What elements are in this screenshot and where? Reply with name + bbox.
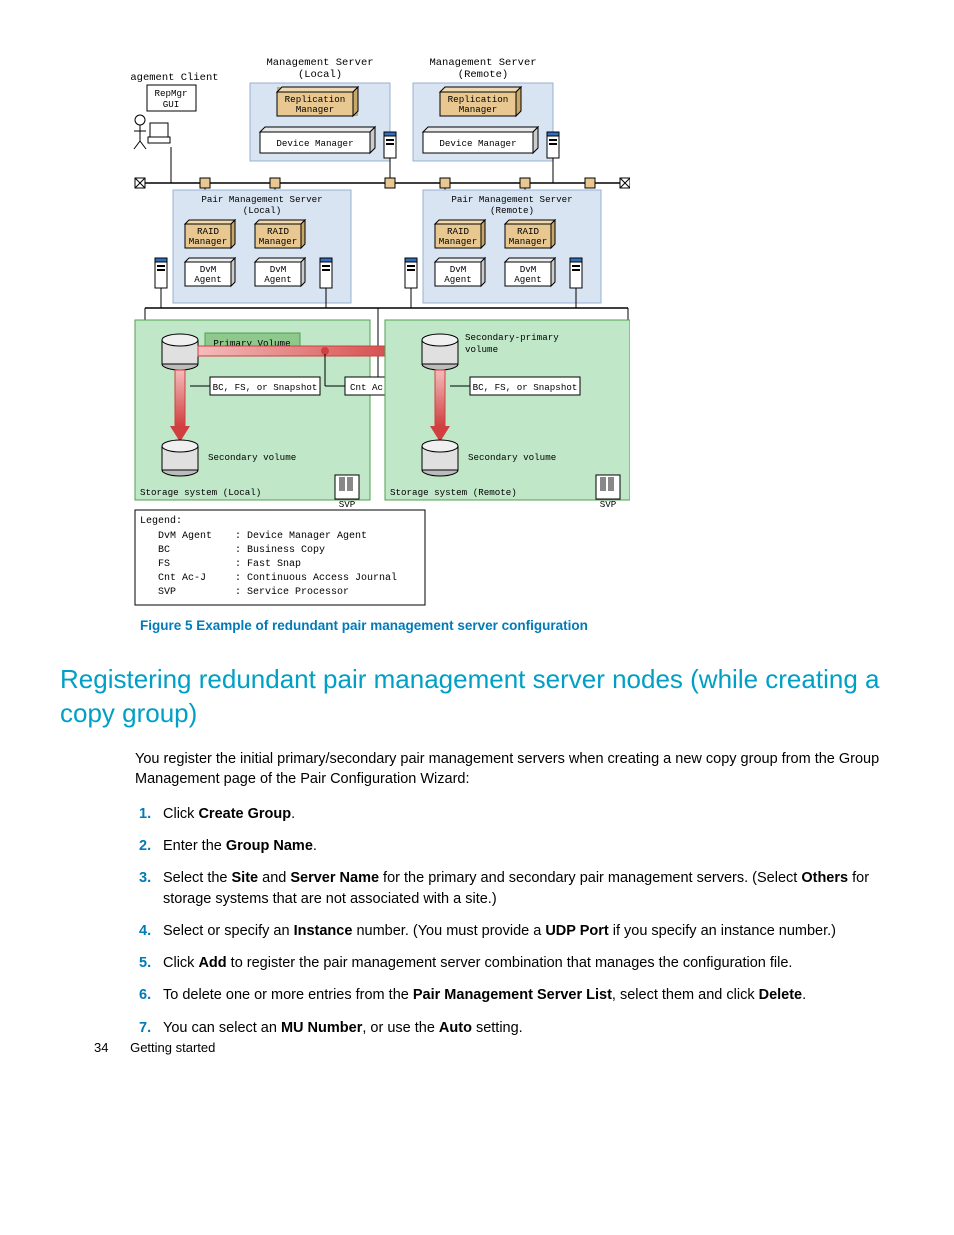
page-footer: 34 Getting started — [94, 1040, 215, 1055]
svg-text:Pair Management Server: Pair Management Server — [201, 194, 322, 205]
svg-text:DvM Agent: DvM Agent — [158, 531, 212, 542]
svg-text:SVP: SVP — [600, 499, 617, 510]
step-2: 2.Enter the Group Name. — [163, 836, 894, 856]
svg-text:BC, FS, or Snapshot: BC, FS, or Snapshot — [473, 382, 578, 393]
svg-text:Pair Management Server: Pair Management Server — [451, 194, 572, 205]
svg-text:Secondary volume: Secondary volume — [208, 452, 296, 463]
svg-text:Manager: Manager — [189, 236, 228, 247]
box-replication-manager-remote: Replication Manager — [440, 87, 521, 116]
svg-text:(Remote): (Remote) — [490, 205, 534, 216]
svg-text:Manager: Manager — [259, 236, 298, 247]
svg-text:(Local): (Local) — [243, 205, 282, 216]
cylinder-secondary-volume-local — [162, 440, 198, 476]
step-7: 7.You can select an MU Number, or use th… — [163, 1018, 894, 1038]
svg-text:: Business Copy: : Business Copy — [235, 544, 325, 556]
svg-text:: Service Processor: : Service Processor — [235, 586, 349, 598]
svg-text:Cnt Ac-J: Cnt Ac-J — [158, 573, 206, 584]
box-device-manager-local: Device Manager — [260, 127, 375, 153]
steps-list: 1.Click Create Group. 2.Enter the Group … — [135, 804, 894, 1038]
box-dvm-agent-local-1: DvM Agent — [185, 258, 235, 286]
label-mgmt-server-local-1: Management Server — [266, 57, 373, 69]
svg-text:FS: FS — [158, 559, 170, 570]
svg-text:Manager: Manager — [296, 104, 335, 115]
svg-text:GUI: GUI — [163, 99, 180, 110]
svg-text:Storage system (Local): Storage system (Local) — [140, 487, 261, 498]
svg-text:Manager: Manager — [459, 104, 498, 115]
svg-text:RepMgr: RepMgr — [154, 88, 187, 99]
svg-text:BC: BC — [158, 545, 170, 556]
user-icon — [134, 115, 170, 149]
svg-text:Agent: Agent — [444, 274, 472, 285]
svg-text:Legend:: Legend: — [140, 515, 182, 527]
label-mgmt-client: Management Client — [130, 72, 219, 84]
architecture-diagram: Management Client Management Server (Loc… — [130, 50, 630, 608]
step-5: 5.Click Add to register the pair managem… — [163, 953, 894, 973]
intro-paragraph: You register the initial primary/seconda… — [135, 749, 894, 790]
step-3: 3.Select the Site and Server Name for th… — [163, 868, 894, 909]
box-raid-manager-local-2: RAID Manager — [255, 220, 305, 248]
step-1: 1.Click Create Group. — [163, 804, 894, 824]
svg-text:Secondary-primary: Secondary-primary — [465, 332, 559, 343]
svg-text:: Device Manager Agent: : Device Manager Agent — [235, 530, 367, 542]
svg-text:: Fast Snap: : Fast Snap — [235, 559, 301, 570]
box-dvm-agent-local-2: DvM Agent — [255, 258, 305, 286]
section-name: Getting started — [130, 1040, 215, 1055]
svg-text:Agent: Agent — [514, 274, 542, 285]
label-mgmt-server-remote-1: Management Server — [429, 57, 536, 69]
svg-text:Device Manager: Device Manager — [439, 138, 516, 149]
label-mgmt-server-local-2: (Local) — [298, 69, 342, 81]
svg-text:Manager: Manager — [509, 236, 548, 247]
svg-text:Agent: Agent — [264, 274, 292, 285]
step-4: 4.Select or specify an Instance number. … — [163, 921, 894, 941]
svg-text:Secondary volume: Secondary volume — [468, 452, 556, 463]
server-icon — [547, 132, 559, 158]
svg-text:BC, FS, or Snapshot: BC, FS, or Snapshot — [213, 382, 318, 393]
bus-end-right — [620, 178, 630, 188]
svg-text:SVP: SVP — [339, 499, 356, 510]
svg-text:SVP: SVP — [158, 587, 176, 598]
box-device-manager-remote: Device Manager — [423, 127, 538, 153]
section-heading: Registering redundant pair management se… — [60, 663, 894, 731]
step-6: 6.To delete one or more entries from the… — [163, 985, 894, 1005]
svg-text:Manager: Manager — [439, 236, 478, 247]
cylinder-secondary-primary — [422, 334, 458, 370]
svg-text:: Continuous Access Journal: : Continuous Access Journal — [235, 572, 397, 584]
box-replication-manager-local: Replication Manager — [277, 87, 358, 116]
svg-text:Agent: Agent — [194, 274, 222, 285]
cylinder-primary-volume — [162, 334, 198, 370]
box-raid-manager-local-1: RAID Manager — [185, 220, 235, 248]
page-number: 34 — [94, 1040, 108, 1055]
label-mgmt-server-remote-2: (Remote) — [458, 69, 508, 81]
svg-text:Device Manager: Device Manager — [276, 138, 353, 149]
bus-end-left — [135, 178, 145, 188]
svg-text:Storage system (Remote): Storage system (Remote) — [390, 487, 517, 498]
cylinder-secondary-volume-remote — [422, 440, 458, 476]
svg-text:volume: volume — [465, 344, 498, 355]
legend-rows: DvM Agent : Device Manager Agent BC : Busi… — [158, 530, 397, 598]
figure-caption: Figure 5 Example of redundant pair manag… — [140, 618, 894, 633]
